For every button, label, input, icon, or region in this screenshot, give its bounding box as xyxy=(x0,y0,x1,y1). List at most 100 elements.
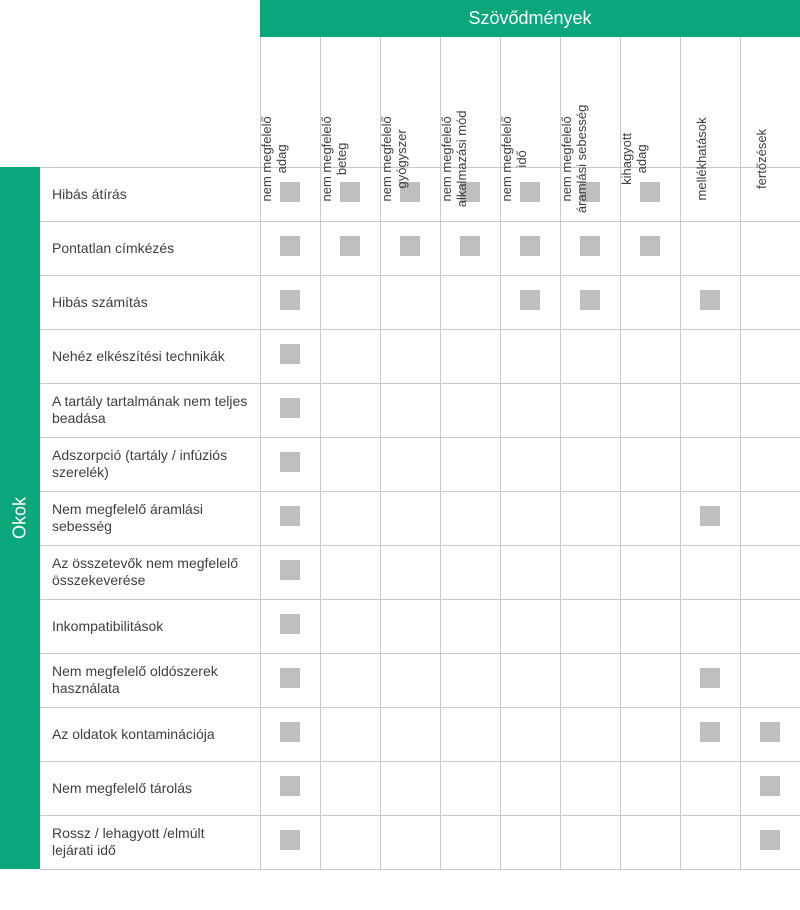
mark-icon xyxy=(760,722,780,742)
matrix-cell xyxy=(260,383,320,437)
matrix-cell xyxy=(380,815,440,869)
matrix-cell xyxy=(440,599,500,653)
matrix-cell xyxy=(320,437,380,491)
table-row: Nehéz elkészítési technikák xyxy=(0,329,800,383)
mark-icon xyxy=(580,236,600,256)
matrix-cell xyxy=(680,221,740,275)
matrix-cell xyxy=(620,545,680,599)
mark-icon xyxy=(760,830,780,850)
matrix-cell xyxy=(680,275,740,329)
corner-spacer-2 xyxy=(0,37,260,167)
row-label: Hibás számítás xyxy=(40,275,260,329)
matrix-cell xyxy=(740,167,800,221)
matrix-cell xyxy=(380,221,440,275)
matrix-cell xyxy=(380,653,440,707)
corner-spacer xyxy=(0,0,260,37)
column-header: nem megfelelőgyógyszer xyxy=(380,37,440,167)
matrix-cell xyxy=(560,383,620,437)
matrix-cell xyxy=(440,329,500,383)
matrix-table: Szövődményeknem megfelelőadagnem megfele… xyxy=(0,0,800,870)
matrix-cell xyxy=(500,599,560,653)
column-header: fertőzések xyxy=(740,37,800,167)
mark-icon xyxy=(520,290,540,310)
mark-icon xyxy=(340,236,360,256)
row-label: Rossz / lehagyott /elmúlt lejárati idő xyxy=(40,815,260,869)
matrix-cell xyxy=(560,815,620,869)
matrix-cell xyxy=(380,383,440,437)
matrix-cell xyxy=(380,599,440,653)
cause-complication-matrix: Szövődményeknem megfelelőadagnem megfele… xyxy=(0,0,800,870)
matrix-cell xyxy=(680,653,740,707)
mark-icon xyxy=(700,290,720,310)
column-header: nem megfelelőadag xyxy=(260,37,320,167)
matrix-cell xyxy=(620,815,680,869)
matrix-cell xyxy=(740,383,800,437)
row-label: Adszorpció (tartály / infúziós szerelék) xyxy=(40,437,260,491)
matrix-cell xyxy=(620,761,680,815)
mark-icon xyxy=(280,560,300,580)
matrix-cell xyxy=(680,545,740,599)
mark-icon xyxy=(280,344,300,364)
matrix-cell xyxy=(740,329,800,383)
column-header-label: nem megfelelőáramlási sebesség xyxy=(560,104,590,212)
matrix-cell xyxy=(320,653,380,707)
column-header: nem megfelelőáramlási sebesség xyxy=(560,37,620,167)
matrix-cell xyxy=(740,599,800,653)
matrix-cell xyxy=(680,329,740,383)
matrix-cell xyxy=(500,329,560,383)
table-row: Rossz / lehagyott /elmúlt lejárati idő xyxy=(0,815,800,869)
mark-icon xyxy=(700,722,720,742)
matrix-cell xyxy=(440,383,500,437)
mark-icon xyxy=(400,236,420,256)
matrix-cell xyxy=(500,815,560,869)
mark-icon xyxy=(460,236,480,256)
column-header-label: fertőzések xyxy=(755,129,770,189)
column-header: mellékhatások xyxy=(680,37,740,167)
table-row: A tartály tartalmának nem teljes beadása xyxy=(0,383,800,437)
matrix-cell xyxy=(440,653,500,707)
matrix-cell xyxy=(380,761,440,815)
matrix-cell xyxy=(500,491,560,545)
row-label: Nehéz elkészítési technikák xyxy=(40,329,260,383)
matrix-cell xyxy=(260,761,320,815)
row-label: Inkompatibilitások xyxy=(40,599,260,653)
column-header: nem megfelelőalkalmazási mód xyxy=(440,37,500,167)
table-row: Adszorpció (tartály / infúziós szerelék) xyxy=(0,437,800,491)
matrix-cell xyxy=(620,275,680,329)
matrix-cell xyxy=(680,383,740,437)
row-label: Nem megfelelő oldószerek használata xyxy=(40,653,260,707)
matrix-cell xyxy=(500,761,560,815)
matrix-cell xyxy=(500,275,560,329)
mark-icon xyxy=(280,776,300,796)
matrix-cell xyxy=(740,545,800,599)
mark-icon xyxy=(280,614,300,634)
matrix-cell xyxy=(500,707,560,761)
mark-icon xyxy=(280,506,300,526)
row-label: A tartály tartalmának nem teljes beadása xyxy=(40,383,260,437)
matrix-cell xyxy=(740,275,800,329)
column-header: nem megfelelőbeteg xyxy=(320,37,380,167)
column-axis-label: Szövődmények xyxy=(260,0,800,37)
matrix-cell xyxy=(620,329,680,383)
matrix-cell xyxy=(500,653,560,707)
matrix-cell xyxy=(380,545,440,599)
matrix-cell xyxy=(620,653,680,707)
table-row: Nem megfelelő áramlási sebesség xyxy=(0,491,800,545)
matrix-cell xyxy=(680,707,740,761)
matrix-cell xyxy=(320,599,380,653)
matrix-cell xyxy=(620,599,680,653)
matrix-cell xyxy=(260,275,320,329)
mark-icon xyxy=(640,236,660,256)
matrix-cell xyxy=(680,761,740,815)
matrix-cell xyxy=(560,599,620,653)
matrix-cell xyxy=(620,221,680,275)
matrix-cell xyxy=(560,707,620,761)
row-label: Nem megfelelő áramlási sebesség xyxy=(40,491,260,545)
matrix-cell xyxy=(260,437,320,491)
matrix-cell xyxy=(260,491,320,545)
matrix-cell xyxy=(560,437,620,491)
matrix-cell xyxy=(740,491,800,545)
matrix-cell xyxy=(560,329,620,383)
matrix-cell xyxy=(560,221,620,275)
matrix-cell xyxy=(620,383,680,437)
